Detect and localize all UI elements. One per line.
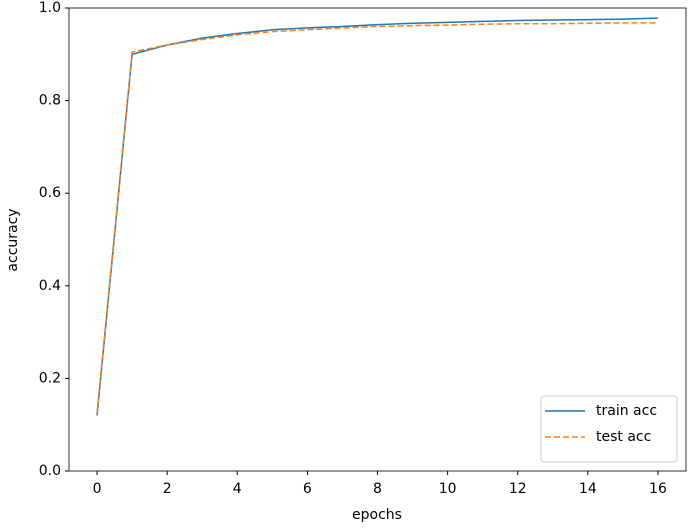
- y-tick-label: 0.8: [39, 93, 61, 109]
- series-line: [96, 22, 658, 414]
- y-tick-label: 0.6: [39, 185, 61, 201]
- legend-box: [540, 395, 678, 463]
- x-tick-label: 12: [509, 481, 527, 497]
- legend-label: test acc: [596, 429, 651, 445]
- x-tick-label: 6: [303, 481, 312, 497]
- x-tick-label: 14: [579, 481, 597, 497]
- x-tick-label: 2: [163, 481, 172, 497]
- x-axis-label: epochs: [352, 507, 402, 523]
- y-tick-label: 1.0: [39, 0, 61, 16]
- y-tick-label: 0.4: [39, 278, 61, 294]
- y-tick-label: 0.0: [39, 463, 61, 479]
- x-tick-label: 8: [373, 481, 382, 497]
- x-tick-label: 0: [93, 481, 102, 497]
- x-tick-label: 4: [233, 481, 242, 497]
- x-tick-label: 10: [439, 481, 457, 497]
- x-tick-label: 16: [649, 481, 667, 497]
- y-axis-label: accuracy: [5, 208, 21, 271]
- legend-label: train acc: [596, 403, 657, 419]
- y-tick-label: 0.2: [39, 370, 61, 386]
- plot-frame: [68, 7, 687, 472]
- series-line: [96, 17, 658, 416]
